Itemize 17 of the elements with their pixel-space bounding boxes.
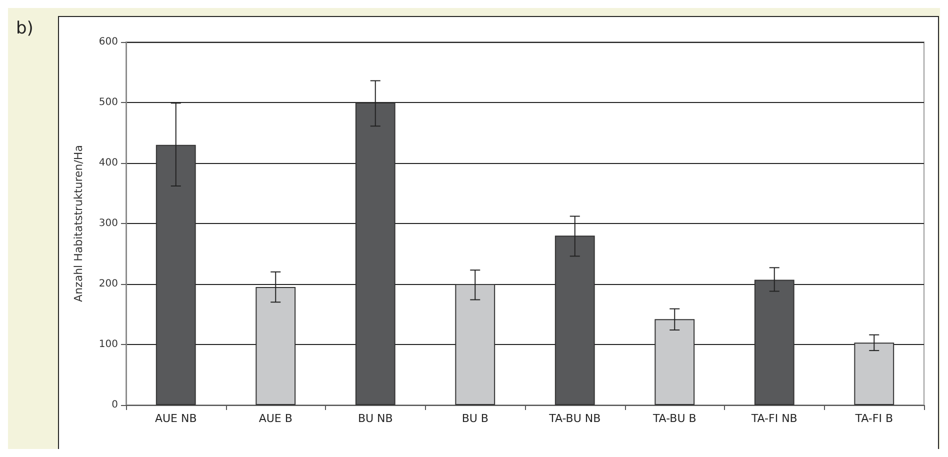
y-axis-title: Anzahl Habitatstrukturen/Ha bbox=[72, 145, 85, 302]
x-tick-label: TA-BU NB bbox=[548, 412, 601, 425]
x-tick-label: TA-FI B bbox=[854, 412, 893, 425]
y-tick-label: 600 bbox=[98, 36, 118, 48]
x-tick-label: AUE B bbox=[258, 412, 292, 425]
x-tick-label: BU NB bbox=[358, 412, 393, 425]
y-tick-label: 400 bbox=[98, 158, 118, 168]
text: b) bbox=[16, 18, 34, 38]
y-tick-label: 0 bbox=[112, 400, 118, 410]
x-tick-label: TA-FI NB bbox=[750, 412, 798, 425]
y-tick-label: 200 bbox=[98, 278, 118, 290]
x-tick-label: TA-BU B bbox=[652, 412, 696, 425]
y-tick-label: 100 bbox=[98, 339, 118, 350]
x-tick-label: BU B bbox=[462, 412, 488, 425]
y-tick-label: 300 bbox=[98, 218, 118, 229]
x-tick-label: AUE NB bbox=[154, 412, 197, 425]
y-tick-label: 500 bbox=[98, 97, 118, 108]
